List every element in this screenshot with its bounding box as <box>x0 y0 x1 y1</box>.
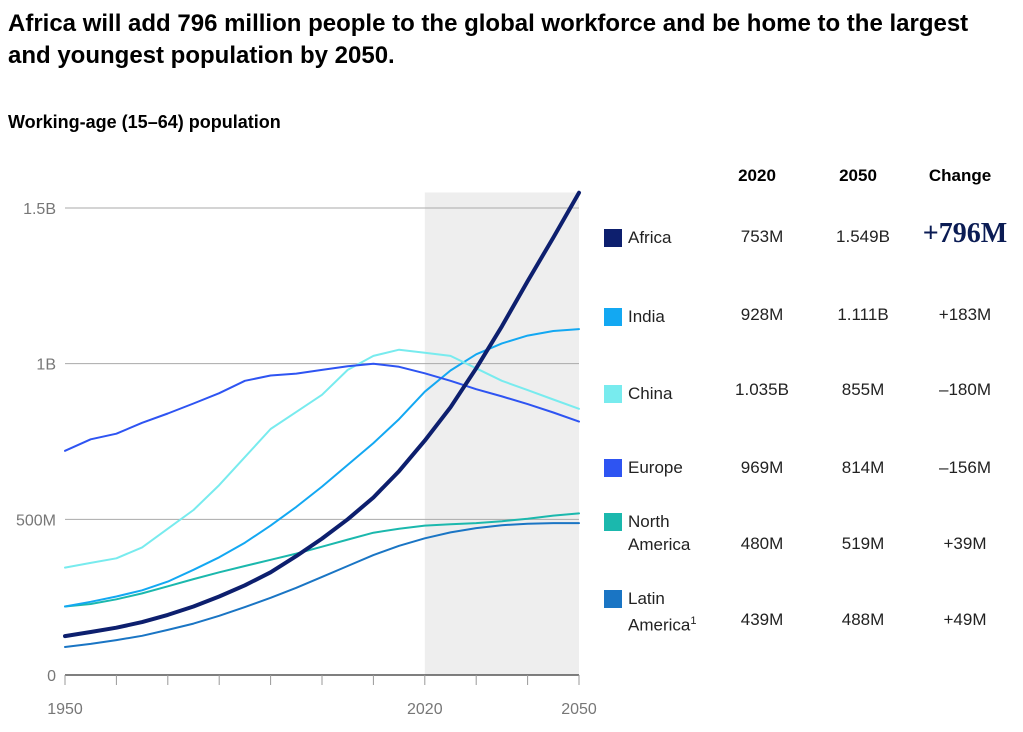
europe-swatch <box>604 459 622 477</box>
india-change: +183M <box>938 305 992 324</box>
latin-america-value-2050: 488M <box>841 610 885 629</box>
series-line-china <box>64 348 580 569</box>
column-header-2050: 2050 <box>839 166 877 185</box>
latin-america-value-2020: 439M <box>740 610 784 629</box>
africa-change: +796M <box>922 218 1008 249</box>
legend-row-europe: Europe 969M 814M –156M <box>604 456 1014 516</box>
projection-shaded-region <box>424 192 579 675</box>
latin-america-change: +49M <box>943 610 987 629</box>
north-america-change: +39M <box>943 534 987 553</box>
legend-row-north-america: North America 480M 519M +39M <box>604 510 1014 570</box>
y-tick-label: 1.5B <box>23 201 56 218</box>
legend-label-latin-america: Latin America1 <box>628 587 718 637</box>
legend-label-latin-america-text: Latin America <box>628 589 691 635</box>
china-value-2050: 855M <box>841 380 885 399</box>
legend-label-north-america: North America <box>628 512 691 554</box>
north-america-value-2050: 519M <box>841 534 885 553</box>
legend-row-india: India 928M 1.111B +183M <box>604 305 1014 365</box>
legend-row-latin-america: Latin America1 439M 488M +49M <box>604 587 1014 647</box>
chart-subtitle: Working-age (15–64) population <box>8 112 281 132</box>
x-tick-label: 2020 <box>407 701 443 718</box>
y-tick-label: 500M <box>16 512 56 529</box>
chart-title: Africa will add 796 million people to th… <box>8 10 969 69</box>
x-tick-label: 2050 <box>561 701 597 718</box>
north-america-value-2020: 480M <box>740 534 784 553</box>
africa-swatch <box>604 229 622 247</box>
legend-row-china: China 1.035B 855M –180M <box>604 380 1014 442</box>
y-tick-label: 0 <box>47 668 56 685</box>
europe-change: –156M <box>939 458 991 477</box>
legend-label-africa: Africa <box>628 228 672 247</box>
legend-row-africa: Africa 753M 1.549B +796M <box>604 218 1014 286</box>
china-swatch <box>604 385 622 403</box>
china-change: –180M <box>939 380 991 399</box>
africa-value-2050: 1.549B <box>836 227 890 246</box>
series-line-india <box>64 328 580 608</box>
europe-value-2020: 969M <box>740 458 784 477</box>
footnote-marker: 1 <box>690 615 697 627</box>
series-line-latin-america <box>64 522 580 648</box>
europe-value-2050: 814M <box>841 458 885 477</box>
column-header-2020: 2020 <box>738 166 776 185</box>
x-tick-label: 1950 <box>47 701 83 718</box>
africa-value-2020: 753M <box>740 227 784 246</box>
india-swatch <box>604 308 622 326</box>
series-line-europe <box>64 362 580 452</box>
legend-label-india: India <box>628 307 665 326</box>
legend-label-europe: Europe <box>628 458 683 477</box>
legend-label-china: China <box>628 384 673 403</box>
column-header-change: Change <box>928 166 992 185</box>
north-america-swatch <box>604 513 622 531</box>
india-value-2020: 928M <box>740 305 784 324</box>
latin-america-swatch <box>604 590 622 608</box>
china-value-2020: 1.035B <box>735 380 789 399</box>
series-line-africa <box>63 190 581 639</box>
y-tick-label: 1B <box>36 357 56 374</box>
india-value-2050: 1.111B <box>837 305 889 324</box>
series-line-north-america <box>64 512 580 608</box>
